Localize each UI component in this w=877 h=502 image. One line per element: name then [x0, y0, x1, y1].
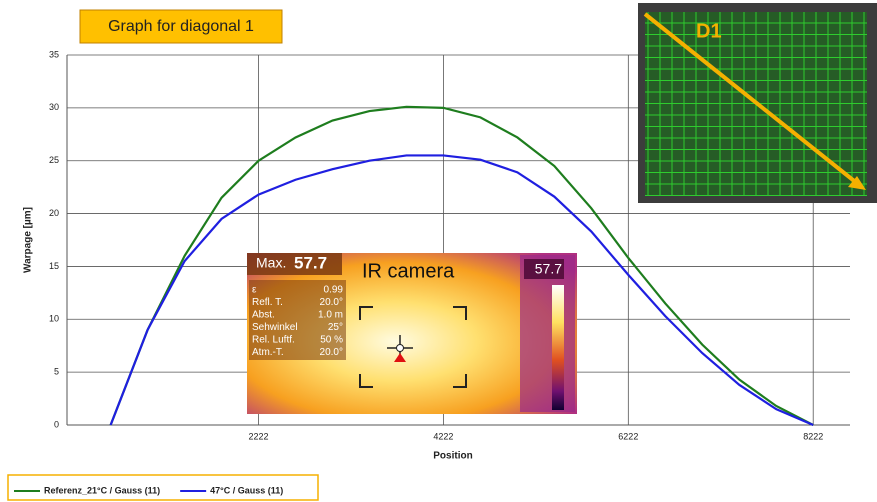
ir-param-label: Atm.-T.: [252, 347, 284, 358]
ir-image: Max. 57.7 IR camera 57.7: [247, 253, 577, 414]
ir-param-label: Abst.: [252, 310, 275, 321]
legend-label: Referenz_21°C / Gauss (11): [44, 485, 160, 495]
y-tick-label: 5: [54, 367, 59, 377]
y-tick-label: 20: [49, 208, 59, 218]
ir-param-value: 0.99: [324, 285, 344, 296]
ir-param-value: 1.0 m: [318, 310, 343, 321]
ir-param-label: Sehwinkel: [252, 322, 298, 333]
y-tick-label: 30: [49, 102, 59, 112]
legend-label: 47°C / Gauss (11): [210, 485, 283, 495]
x-axis-label: Position: [433, 451, 472, 462]
ir-param-label: Rel. Luftf.: [252, 335, 295, 346]
x-tick-label: 2222: [249, 431, 269, 441]
ir-param-value: 25°: [328, 322, 343, 333]
y-tick-label: 35: [49, 49, 59, 59]
ir-max-value: 57.7: [294, 253, 327, 272]
ir-param-label: ε: [252, 285, 257, 296]
ir-param-label: Refl. T.: [252, 297, 283, 308]
x-tick-label: 4222: [433, 431, 453, 441]
diagonal-image: D1: [638, 3, 877, 203]
ir-param-value: 20.0°: [320, 297, 343, 308]
ir-scale-max: 57.7: [535, 261, 562, 277]
ir-param-value: 50 %: [320, 335, 343, 346]
ir-param-value: 20.0°: [320, 347, 343, 358]
ir-caption: IR camera: [362, 260, 455, 282]
y-axis-label: Warpage [µm]: [23, 207, 34, 273]
x-tick-label: 6222: [618, 431, 638, 441]
chart-title: Graph for diagonal 1: [108, 18, 254, 35]
legend: Referenz_21°C / Gauss (11) 47°C / Gauss (…: [14, 485, 283, 495]
x-tick-label: 8222: [803, 431, 823, 441]
diagonal-label: D1: [696, 20, 722, 42]
y-tick-label: 15: [49, 261, 59, 271]
y-tick-label: 10: [49, 314, 59, 324]
y-tick-label: 25: [49, 155, 59, 165]
ir-max-label: Max.: [256, 255, 286, 271]
y-tick-label: 0: [54, 419, 59, 429]
chart: 0 5 10 15 20 25 30 35 2222 4222 6222 8222 Graph for…: [0, 0, 877, 502]
